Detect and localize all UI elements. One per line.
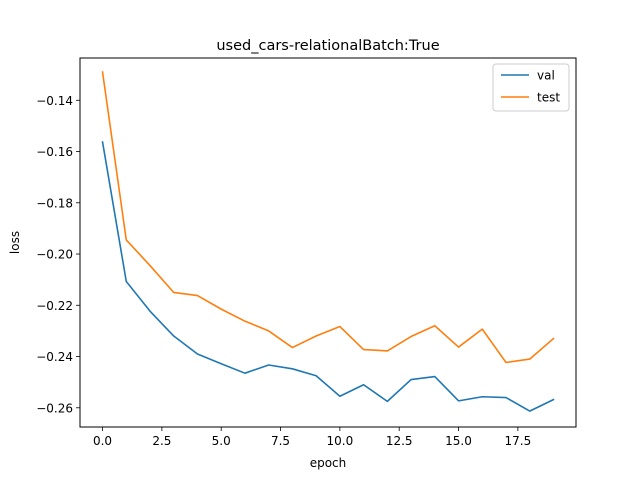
y-tick-label: −0.20 [36,248,73,262]
x-tick-label: 15.0 [445,434,472,448]
y-tick-label: −0.24 [36,350,73,364]
axes-frame [79,57,577,428]
series-line-test [101,71,555,364]
x-tick-label: 12.5 [386,434,413,448]
plot-area [79,57,577,428]
y-axis: −0.26 −0.24 −0.22 −0.20 −0.18 −0.16 −0.14 [36,94,80,415]
y-tick-label: −0.22 [36,299,73,313]
x-axis-label: epoch [310,456,347,470]
x-tick-label: 5.0 [212,434,231,448]
y-tick-label: −0.26 [36,401,73,415]
series-layer [101,71,555,412]
legend-label-val: val [537,69,555,83]
legend: val test [492,63,570,112]
x-tick-label: 7.5 [271,434,290,448]
y-tick-label: −0.14 [36,94,73,108]
x-tick-label: 17.5 [504,434,531,448]
x-tick-label: 0.0 [93,434,112,448]
y-axis-label: loss [8,231,22,254]
legend-label-test: test [537,91,560,105]
x-tick-label: 2.5 [152,434,171,448]
y-tick-label: −0.16 [36,145,73,159]
series-line-val [101,141,555,412]
x-axis: 0.0 2.5 5.0 7.5 10.0 12.5 15.0 17.5 [93,427,531,448]
x-tick-label: 10.0 [327,434,354,448]
chart-title: used_cars-relationalBatch:True [216,38,439,54]
y-tick-label: −0.18 [36,196,73,210]
